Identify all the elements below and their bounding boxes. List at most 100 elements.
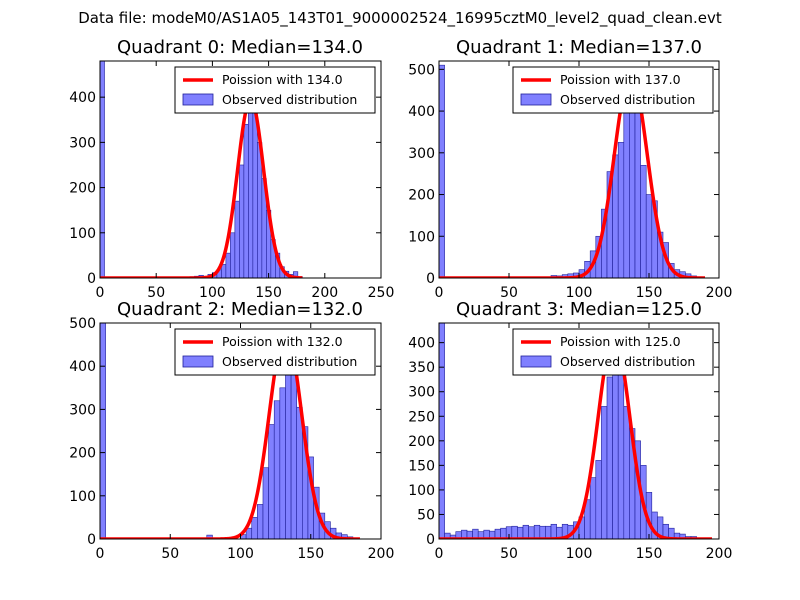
quadrant-2-legend-bar-swatch xyxy=(182,355,214,368)
quadrant-1-xtick-label: 50 xyxy=(500,285,518,301)
quadrant-0-bar-11 xyxy=(234,200,240,278)
quadrant-1-legend: Poission with 137.0 Observed distribution xyxy=(512,66,714,114)
quadrant-2-bar-11 xyxy=(290,363,297,539)
quadrant-0-xtick-label: 50 xyxy=(147,285,165,301)
quadrant-3-xtick-label: 100 xyxy=(566,546,593,562)
quadrant-3-bar-20 xyxy=(550,523,557,539)
quadrant-0-ytick-label: 0 xyxy=(87,271,96,287)
quadrant-3-bar-19 xyxy=(545,525,552,539)
quadrant-1-bar-0 xyxy=(439,64,445,278)
quadrant-2-xtick-label: 200 xyxy=(368,546,395,562)
quadrant-3-bar-33 xyxy=(623,406,630,539)
quadrant-2-legend: Poission with 132.0 Observed distribution xyxy=(174,328,376,376)
quadrant-3-bar-31 xyxy=(612,364,619,539)
quadrant-3-bar-29 xyxy=(601,406,608,539)
quadrant-0-legend-observed-label: Observed distribution xyxy=(222,92,357,107)
quadrant-3-bar-30 xyxy=(606,376,613,539)
quadrant-0-bar-10 xyxy=(230,232,236,278)
quadrant-3-ytick-label: 300 xyxy=(408,385,435,401)
quadrant-3-bar-28 xyxy=(595,460,602,539)
quadrant-3-bar-18 xyxy=(539,525,546,539)
quadrant-2-xtick-label: 150 xyxy=(297,546,324,562)
quadrant-0-bar-9 xyxy=(225,252,231,278)
quadrant-1-title: Quadrant 1: Median=137.0 xyxy=(456,37,702,58)
quadrant-3-panel: Quadrant 3: Median=125.0 0 50 100 150 200 0 50… xyxy=(408,299,732,562)
quadrant-0-bars xyxy=(100,61,303,278)
quadrant-2-ytick-label: 0 xyxy=(87,532,96,548)
quadrant-3-legend-observed-label: Observed distribution xyxy=(560,354,695,369)
quadrant-1-ytick-label: 300 xyxy=(408,146,435,162)
quadrant-2-bar-5 xyxy=(257,504,264,539)
quadrant-3-xtick-label: 50 xyxy=(500,546,518,562)
quadrant-0-ytick-label: 300 xyxy=(69,135,96,151)
quadrant-3-bar-14 xyxy=(517,526,524,539)
quadrant-0-legend: Poission with 134.0 Observed distribution xyxy=(174,66,376,114)
quadrant-3-ytick-label: 150 xyxy=(408,458,435,474)
quadrant-1-ytick-label: 500 xyxy=(408,62,435,78)
quadrant-0-title: Quadrant 0: Median=134.0 xyxy=(117,37,363,58)
quadrant-1-xtick-label: 0 xyxy=(435,285,444,301)
quadrant-0-bar-24 xyxy=(293,271,299,278)
quadrant-0-bar-0 xyxy=(100,61,105,278)
quadrant-1-legend-poisson-label: Poission with 137.0 xyxy=(560,72,681,87)
quadrant-3-legend-bar-swatch xyxy=(520,355,552,368)
quadrant-0-bar-15 xyxy=(252,108,258,278)
quadrant-1-bar-18 xyxy=(645,194,653,278)
quadrant-1-bar-17 xyxy=(640,165,647,278)
quadrant-1-bar-13 xyxy=(617,142,625,278)
quadrant-0-xtick-label: 0 xyxy=(96,285,105,301)
quadrant-2-bar-6 xyxy=(262,467,269,539)
quadrant-0-ytick-label: 100 xyxy=(69,226,96,242)
quadrant-2-bar-12 xyxy=(296,406,303,539)
quadrant-0-axes-frame xyxy=(99,60,382,279)
quadrant-0-legend-poisson-label: Poission with 134.0 xyxy=(222,72,343,87)
quadrant-2-bar-0 xyxy=(100,323,106,539)
quadrant-2-ytick-label: 400 xyxy=(69,359,96,375)
quadrant-0-bar-12 xyxy=(239,164,245,278)
quadrant-2-bar-7 xyxy=(268,424,275,539)
quadrant-1-legend-bar-swatch xyxy=(520,93,552,106)
quadrant-1-xtick-label: 200 xyxy=(706,285,733,301)
quadrant-0-bar-13 xyxy=(243,123,249,278)
quadrant-1-bar-14 xyxy=(623,110,630,278)
quadrant-3-xtick-label: 0 xyxy=(435,546,444,562)
quadrant-3-legend-poisson-label: Poission with 125.0 xyxy=(560,334,681,349)
quadrant-3-ytick-label: 100 xyxy=(408,483,435,499)
quadrant-2-ytick-label: 500 xyxy=(69,316,96,332)
quadrant-0-xtick-label: 150 xyxy=(255,285,282,301)
quadrant-1-ytick-label: 0 xyxy=(426,271,435,287)
quadrant-1-legend-observed-label: Observed distribution xyxy=(560,92,695,107)
quadrant-3-bar-17 xyxy=(533,524,541,539)
quadrant-3-ytick-label: 250 xyxy=(408,409,435,425)
quadrant-3-ytick-label: 50 xyxy=(417,507,435,523)
quadrant-3-ytick-label: 400 xyxy=(408,336,435,352)
quadrant-3-legend: Poission with 125.0 Observed distribution xyxy=(512,328,714,376)
quadrant-3-bar-13 xyxy=(511,525,518,539)
quadrant-2-ytick-label: 300 xyxy=(69,402,96,418)
quadrant-0-legend-bar-swatch xyxy=(182,93,214,106)
quadrant-2-title: Quadrant 2: Median=132.0 xyxy=(117,299,363,320)
quadrant-0-panel: Quadrant 0: Median=134.0 0 50 100 150 200 250… xyxy=(69,37,394,301)
quadrant-1-xtick-label: 100 xyxy=(566,285,593,301)
quadrant-1-panel: Quadrant 1: Median=137.0 0 50 100 150 200 0 10… xyxy=(408,37,732,301)
figure-title: Data file: modeM0/AS1A05_143T01_90000025… xyxy=(78,9,722,28)
quadrant-2-ytick-label: 100 xyxy=(69,489,96,505)
quadrant-2-panel: Quadrant 2: Median=132.0 0 50 100 150 200 0 10… xyxy=(69,299,394,562)
quadrant-3-title: Quadrant 3: Median=125.0 xyxy=(456,299,702,320)
quadrant-0-ytick-label: 400 xyxy=(69,90,96,106)
quadrant-2-bar-8 xyxy=(273,400,281,539)
quadrant-3-ytick-label: 200 xyxy=(408,434,435,450)
quadrant-3-poisson-line xyxy=(439,333,712,539)
quadrant-3-ytick-label: 0 xyxy=(426,532,435,548)
quadrant-2-ytick-label: 200 xyxy=(69,446,96,462)
quadrant-2-xtick-label: 0 xyxy=(96,546,105,562)
quadrant-1-ytick-label: 200 xyxy=(408,188,435,204)
quadrant-2-legend-poisson-label: Poission with 132.0 xyxy=(222,334,343,349)
quadrant-3-xtick-label: 150 xyxy=(636,546,663,562)
quadrant-0-xtick-label: 200 xyxy=(311,285,338,301)
quadrant-2-bar-9 xyxy=(279,387,286,539)
quadrant-1-ytick-label: 100 xyxy=(408,229,435,245)
quadrant-3-bar-27 xyxy=(589,477,597,539)
quadrant-0-ytick-label: 200 xyxy=(69,181,96,197)
